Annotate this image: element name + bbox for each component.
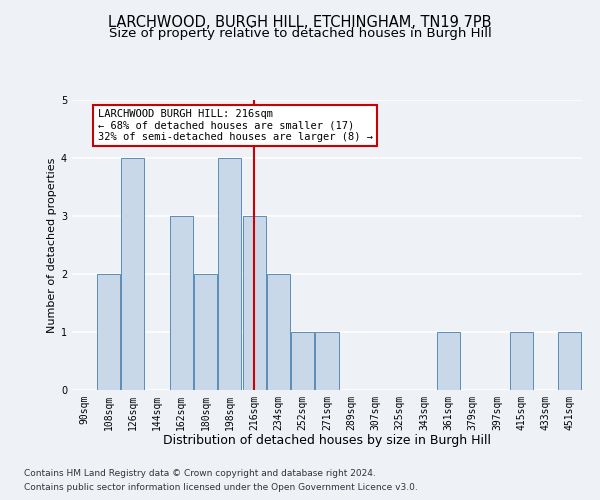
Bar bbox=[170, 216, 193, 390]
Y-axis label: Number of detached properties: Number of detached properties bbox=[47, 158, 57, 332]
Bar bbox=[267, 274, 290, 390]
Text: LARCHWOOD BURGH HILL: 216sqm
← 68% of detached houses are smaller (17)
32% of se: LARCHWOOD BURGH HILL: 216sqm ← 68% of de… bbox=[97, 108, 373, 142]
Bar bbox=[194, 274, 217, 390]
Text: LARCHWOOD, BURGH HILL, ETCHINGHAM, TN19 7PB: LARCHWOOD, BURGH HILL, ETCHINGHAM, TN19 … bbox=[108, 15, 492, 30]
Text: Contains HM Land Registry data © Crown copyright and database right 2024.: Contains HM Land Registry data © Crown c… bbox=[24, 468, 376, 477]
Bar bbox=[510, 332, 533, 390]
Bar bbox=[121, 158, 144, 390]
Bar bbox=[97, 274, 120, 390]
Bar bbox=[218, 158, 241, 390]
Bar bbox=[559, 332, 581, 390]
Bar bbox=[316, 332, 338, 390]
Bar bbox=[437, 332, 460, 390]
Text: Contains public sector information licensed under the Open Government Licence v3: Contains public sector information licen… bbox=[24, 484, 418, 492]
Bar bbox=[291, 332, 314, 390]
X-axis label: Distribution of detached houses by size in Burgh Hill: Distribution of detached houses by size … bbox=[163, 434, 491, 448]
Bar bbox=[242, 216, 266, 390]
Text: Size of property relative to detached houses in Burgh Hill: Size of property relative to detached ho… bbox=[109, 28, 491, 40]
